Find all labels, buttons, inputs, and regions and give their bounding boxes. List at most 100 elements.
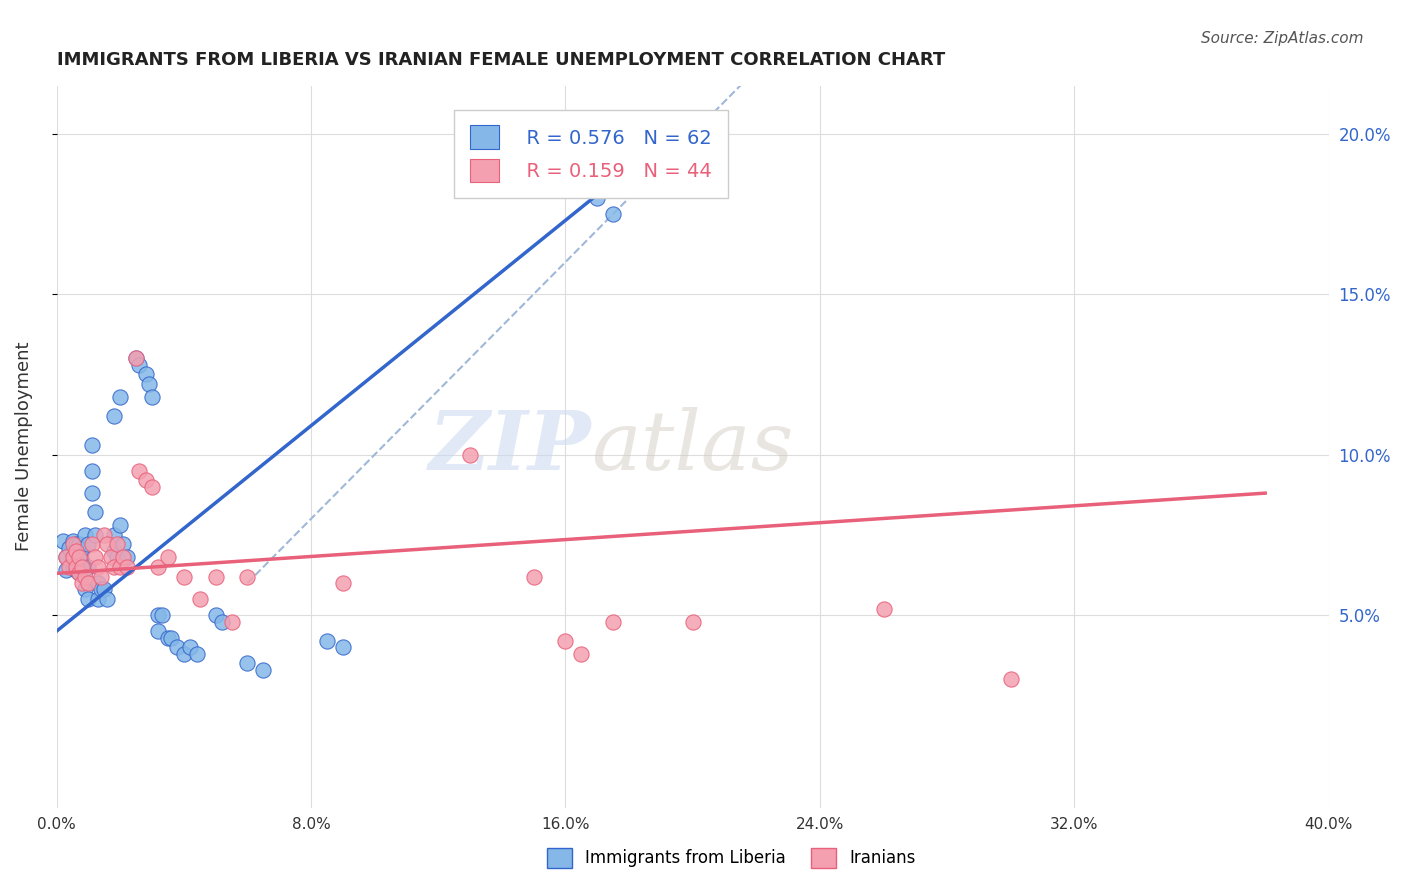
Point (135, 368, 157, 382)
Point (316, 633, 339, 648)
Point (70, 553, 93, 567)
Point (55, 550, 77, 565)
Point (55, 550, 77, 565)
Point (80, 438, 103, 452)
Point (70, 566, 93, 581)
Point (156, 631, 179, 645)
Y-axis label: Female Unemployment: Female Unemployment (15, 342, 32, 551)
Point (112, 537, 135, 551)
Point (62, 560, 84, 574)
Point (236, 569, 259, 583)
Point (138, 377, 160, 392)
Point (62, 534, 84, 549)
Point (682, 615, 704, 629)
Text: Source: ZipAtlas.com: Source: ZipAtlas.com (1201, 31, 1364, 46)
Point (55, 563, 77, 577)
Point (87, 592, 110, 607)
Point (156, 550, 179, 565)
Point (75, 563, 97, 577)
Point (80, 464, 103, 478)
Point (569, 647, 592, 661)
Point (80, 486, 103, 500)
Point (110, 560, 132, 574)
Point (204, 608, 226, 623)
Point (67, 537, 90, 551)
Point (125, 351, 148, 366)
Point (148, 624, 170, 639)
Point (90, 582, 112, 597)
Point (112, 550, 135, 565)
Point (65, 537, 87, 551)
Point (93, 582, 115, 597)
Point (52, 534, 75, 549)
Point (602, 615, 624, 629)
Point (150, 608, 173, 623)
Point (100, 550, 122, 565)
Point (75, 569, 97, 583)
Point (872, 601, 894, 615)
Point (77, 537, 100, 551)
Point (115, 560, 138, 574)
Point (179, 640, 201, 655)
Legend:   R = 0.576   N = 62,   R = 0.159   N = 44: R = 0.576 N = 62, R = 0.159 N = 44 (454, 110, 728, 198)
Point (1000, 673, 1022, 687)
Point (188, 592, 211, 607)
Point (458, 448, 481, 462)
Point (110, 390, 132, 404)
Point (186, 647, 208, 661)
Point (87, 576, 110, 591)
Point (70, 541, 93, 555)
Point (70, 560, 93, 574)
Point (115, 550, 138, 565)
Point (236, 657, 259, 671)
Point (148, 560, 170, 574)
Text: IMMIGRANTS FROM LIBERIA VS IRANIAN FEMALE UNEMPLOYMENT CORRELATION CHART: IMMIGRANTS FROM LIBERIA VS IRANIAN FEMAL… (56, 51, 945, 69)
Point (62, 550, 84, 565)
Point (65, 563, 87, 577)
Point (62, 550, 84, 565)
Point (173, 647, 195, 661)
Point (602, 207, 624, 221)
Point (65, 550, 87, 565)
Point (103, 528, 125, 542)
Point (58, 560, 80, 574)
Point (96, 592, 118, 607)
Point (554, 633, 576, 648)
Point (83, 528, 105, 542)
Point (148, 608, 170, 623)
Point (103, 409, 125, 423)
Point (67, 566, 90, 581)
Point (87, 560, 110, 574)
Point (77, 576, 100, 591)
Point (90, 569, 112, 583)
Point (105, 537, 128, 551)
Point (221, 615, 243, 629)
Point (141, 390, 163, 404)
Point (70, 576, 93, 591)
Text: ZIP: ZIP (429, 407, 591, 487)
Point (75, 582, 97, 597)
Point (128, 358, 150, 372)
Point (332, 640, 354, 655)
Point (77, 560, 100, 574)
Point (523, 569, 546, 583)
Point (135, 473, 157, 487)
Point (67, 557, 90, 571)
Point (128, 464, 150, 478)
Point (80, 537, 103, 551)
Point (67, 566, 90, 581)
Point (93, 528, 115, 542)
Point (204, 569, 226, 583)
Point (160, 631, 183, 645)
Point (332, 576, 354, 591)
Legend: Immigrants from Liberia, Iranians: Immigrants from Liberia, Iranians (540, 841, 922, 875)
Point (83, 550, 105, 565)
Point (83, 505, 105, 519)
Point (173, 569, 195, 583)
Point (141, 480, 163, 494)
Point (252, 663, 274, 677)
Point (96, 537, 118, 551)
Point (67, 550, 90, 565)
Text: atlas: atlas (591, 407, 793, 487)
Point (110, 518, 132, 533)
